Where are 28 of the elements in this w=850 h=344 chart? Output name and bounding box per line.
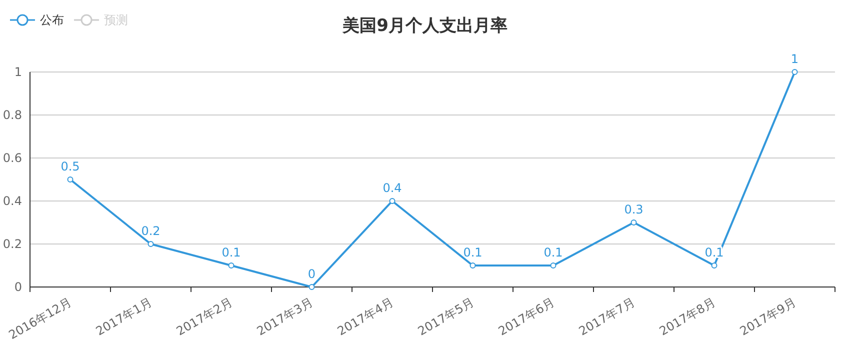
point <box>148 241 154 247</box>
legend-label: 公布 <box>40 13 64 27</box>
data-label: 0.5 <box>60 160 80 174</box>
data-label: 0.1 <box>463 246 482 260</box>
point <box>550 262 556 268</box>
y-tick-label: 0 <box>14 280 22 294</box>
legend-公布: 公布 <box>10 13 64 27</box>
point <box>67 176 74 182</box>
data-label: 0.1 <box>544 246 563 260</box>
y-tick-label: 1 <box>14 65 22 79</box>
point <box>389 198 396 204</box>
chart-title: 美国9月个人支出月率 <box>342 16 508 36</box>
y-tick-label: 0.8 <box>2 108 22 122</box>
data-label: 1 <box>790 52 799 66</box>
data-label: 0 <box>308 267 316 281</box>
point <box>228 262 234 268</box>
data-label: 0.2 <box>141 224 160 238</box>
y-tick-label: 0.2 <box>2 237 22 251</box>
point <box>470 262 476 268</box>
point <box>630 220 637 226</box>
data-label: 0.3 <box>624 202 644 216</box>
data-label: 0.1 <box>222 246 241 260</box>
y-tick-label: 0.4 <box>2 194 22 208</box>
point <box>308 284 315 290</box>
point <box>792 69 798 75</box>
y-tick-label: 0.6 <box>2 151 22 165</box>
data-label: 0.4 <box>382 181 402 195</box>
point <box>711 262 718 268</box>
